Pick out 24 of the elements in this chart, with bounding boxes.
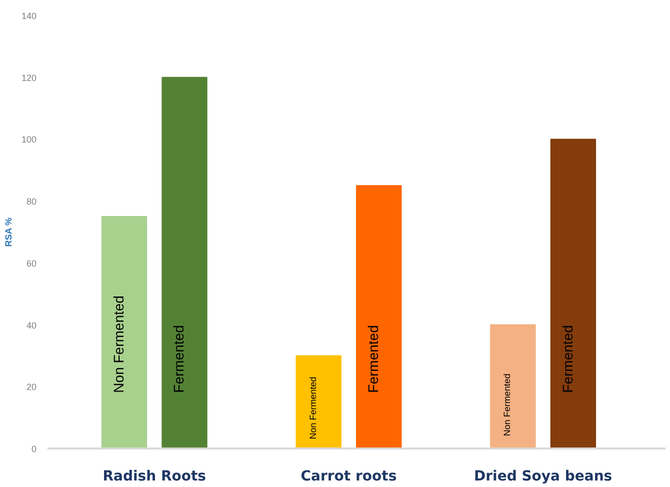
bar (101, 216, 148, 448)
y-tick-label: 20 (26, 382, 37, 392)
bar (356, 185, 402, 448)
y-tick-label: 0 (31, 444, 37, 454)
text: Fermented (559, 325, 576, 393)
text: Fermented (170, 325, 187, 393)
series-label: Non Fermented (110, 296, 126, 393)
bar (296, 355, 342, 448)
x-tick-label: Dried Soya beans (474, 468, 612, 484)
y-tick-label: 140 (21, 11, 37, 21)
y-tick-label: 120 (21, 72, 37, 83)
x-tick-label: Radish Roots (102, 468, 206, 484)
text: Non Fermented (502, 374, 512, 436)
x-tick-label: Carrot roots (300, 468, 397, 484)
y-tick-label: 80 (26, 196, 37, 207)
y-tick-label: 40 (26, 320, 37, 330)
y-axis-title: RSA % (3, 218, 14, 247)
bar (162, 76, 208, 448)
bar (490, 324, 536, 448)
series-label: Fermented (365, 325, 382, 393)
y-tick-label: 100 (21, 134, 37, 145)
text: Non Fermented (308, 376, 318, 440)
y-tick-label: 60 (26, 258, 37, 268)
bar (550, 138, 596, 448)
